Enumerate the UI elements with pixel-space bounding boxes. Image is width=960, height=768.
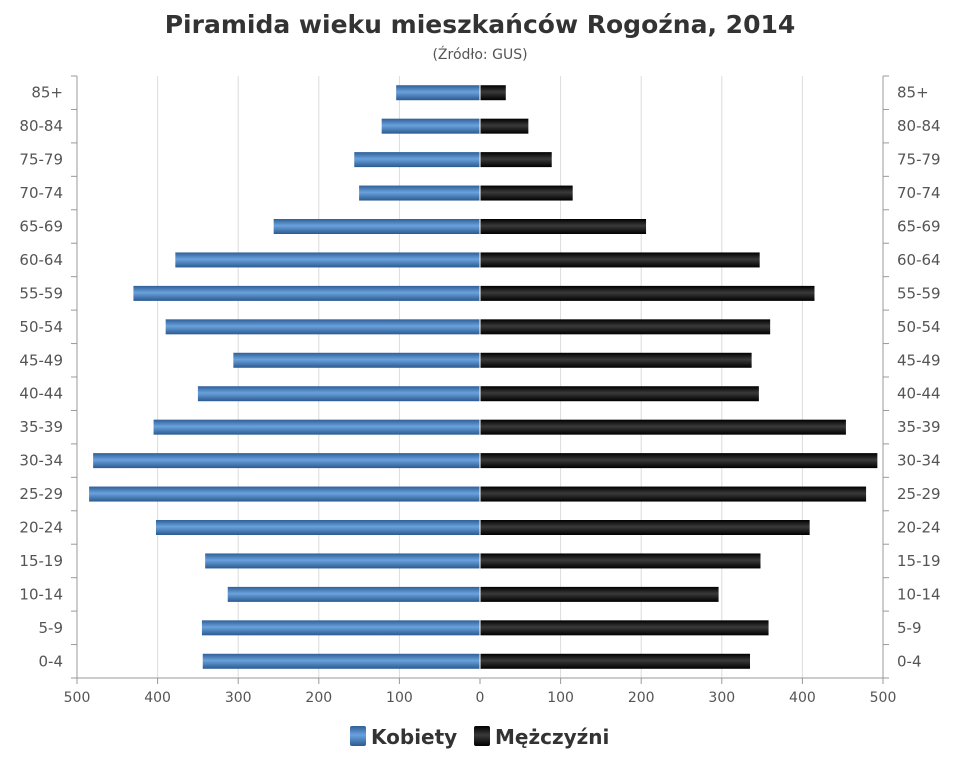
bar-women xyxy=(165,319,480,335)
category-label-left: 65-69 xyxy=(19,218,63,236)
bar-women xyxy=(89,486,480,502)
bar-men xyxy=(480,185,573,201)
x-axis-tick-label: 400 xyxy=(144,690,171,706)
x-axis-tick-label: 100 xyxy=(386,690,413,706)
category-label-right: 55-59 xyxy=(897,284,941,302)
bar-women xyxy=(354,152,480,168)
bar-men xyxy=(480,520,810,535)
bar-men xyxy=(480,553,761,569)
category-label-left: 60-64 xyxy=(19,251,63,269)
category-label-left: 85+ xyxy=(31,84,63,102)
bar-women xyxy=(273,219,480,234)
category-label-right: 70-74 xyxy=(897,184,941,202)
bar-men xyxy=(480,419,846,435)
legend-label-women: Kobiety xyxy=(371,725,457,749)
legend-item-women[interactable]: Kobiety xyxy=(350,725,457,749)
bar-men xyxy=(480,118,529,134)
bar-men xyxy=(480,219,647,234)
x-axis-tick-label: 500 xyxy=(870,690,897,706)
x-axis-tick-label: 400 xyxy=(789,690,816,706)
category-label-right: 45-49 xyxy=(897,351,941,369)
legend-label-men: Mężczyźni xyxy=(495,725,609,749)
category-label-left: 10-14 xyxy=(19,585,63,603)
category-label-left: 50-54 xyxy=(19,318,63,336)
legend[interactable]: Kobiety Mężczyźni xyxy=(350,725,609,749)
category-label-left: 25-29 xyxy=(19,485,63,503)
category-label-left: 40-44 xyxy=(19,385,63,403)
bar-men xyxy=(480,653,751,669)
bar-men xyxy=(480,453,878,469)
bar-men xyxy=(480,352,752,368)
category-label-left: 5-9 xyxy=(39,619,64,637)
category-label-right: 40-44 xyxy=(897,385,941,403)
bar-men xyxy=(480,152,552,168)
category-label-right: 20-24 xyxy=(897,519,941,537)
category-label-right: 35-39 xyxy=(897,418,941,436)
category-label-left: 0-4 xyxy=(39,652,64,670)
category-label-right: 0-4 xyxy=(897,652,922,670)
category-label-right: 85+ xyxy=(897,84,929,102)
bar-women xyxy=(396,85,480,101)
bar-women xyxy=(93,453,481,469)
x-axis-tick-label: 500 xyxy=(64,690,91,706)
bars xyxy=(89,76,878,678)
bar-women xyxy=(233,352,480,368)
chart-subtitle: (Źródło: GUS) xyxy=(432,45,527,63)
x-axis-tick-label: 100 xyxy=(547,690,574,706)
category-label-left: 55-59 xyxy=(19,284,63,302)
bar-women xyxy=(227,586,480,602)
bar-men xyxy=(480,386,759,402)
category-label-left: 70-74 xyxy=(19,184,63,202)
bar-women xyxy=(155,520,480,535)
bar-men xyxy=(480,252,760,268)
category-label-left: 45-49 xyxy=(19,351,63,369)
category-label-right: 25-29 xyxy=(897,485,941,503)
bar-women xyxy=(201,620,480,636)
x-axis-tick-label: 200 xyxy=(628,690,655,706)
category-label-right: 50-54 xyxy=(897,318,941,336)
bar-women xyxy=(381,118,480,134)
category-label-right: 30-34 xyxy=(897,452,941,470)
category-label-right: 15-19 xyxy=(897,552,941,570)
left-category-labels: 85+ 80-84 75-79 70-74 65-69 60-64 55-59 50-54 45… xyxy=(19,84,63,671)
bar-women xyxy=(202,653,480,669)
bar-men xyxy=(480,586,719,602)
category-label-right: 5-9 xyxy=(897,619,922,637)
bar-men xyxy=(480,285,815,301)
x-axis-tick-label: 300 xyxy=(708,690,735,706)
bar-women xyxy=(205,553,481,569)
bar-women xyxy=(175,252,480,268)
category-label-right: 60-64 xyxy=(897,251,941,269)
category-label-left: 30-34 xyxy=(19,452,63,470)
legend-item-men[interactable]: Mężczyźni xyxy=(474,725,609,749)
x-axis-tick-label: 200 xyxy=(305,690,332,706)
category-label-right: 80-84 xyxy=(897,117,941,135)
x-axis-tick-label: 300 xyxy=(225,690,252,706)
bar-men xyxy=(480,85,506,101)
bar-men xyxy=(480,620,769,636)
category-label-right: 75-79 xyxy=(897,151,941,169)
x-axis-tick-label: 0 xyxy=(476,690,485,706)
category-label-left: 20-24 xyxy=(19,519,63,537)
bar-men xyxy=(480,486,867,502)
right-category-labels: 85+ 80-84 75-79 70-74 65-69 60-64 55-59 50-54 45… xyxy=(897,84,941,671)
category-label-left: 80-84 xyxy=(19,117,63,135)
bar-women xyxy=(197,386,480,402)
category-label-right: 65-69 xyxy=(897,218,941,236)
bar-women xyxy=(133,285,481,301)
category-label-right: 10-14 xyxy=(897,585,941,603)
category-label-left: 35-39 xyxy=(19,418,63,436)
category-label-left: 75-79 xyxy=(19,151,63,169)
chart-title: Piramida wieku mieszkańców Rogoźna, 2014 xyxy=(165,10,796,39)
bar-women xyxy=(359,185,480,201)
x-axis-tick-labels: 500 400 300 200 100 0 100 200 300 400 500 xyxy=(64,690,897,706)
bar-women xyxy=(153,419,480,435)
category-label-left: 15-19 xyxy=(19,552,63,570)
legend-swatch-men xyxy=(474,726,490,746)
legend-swatch-women xyxy=(350,726,366,746)
bar-men xyxy=(480,319,771,335)
